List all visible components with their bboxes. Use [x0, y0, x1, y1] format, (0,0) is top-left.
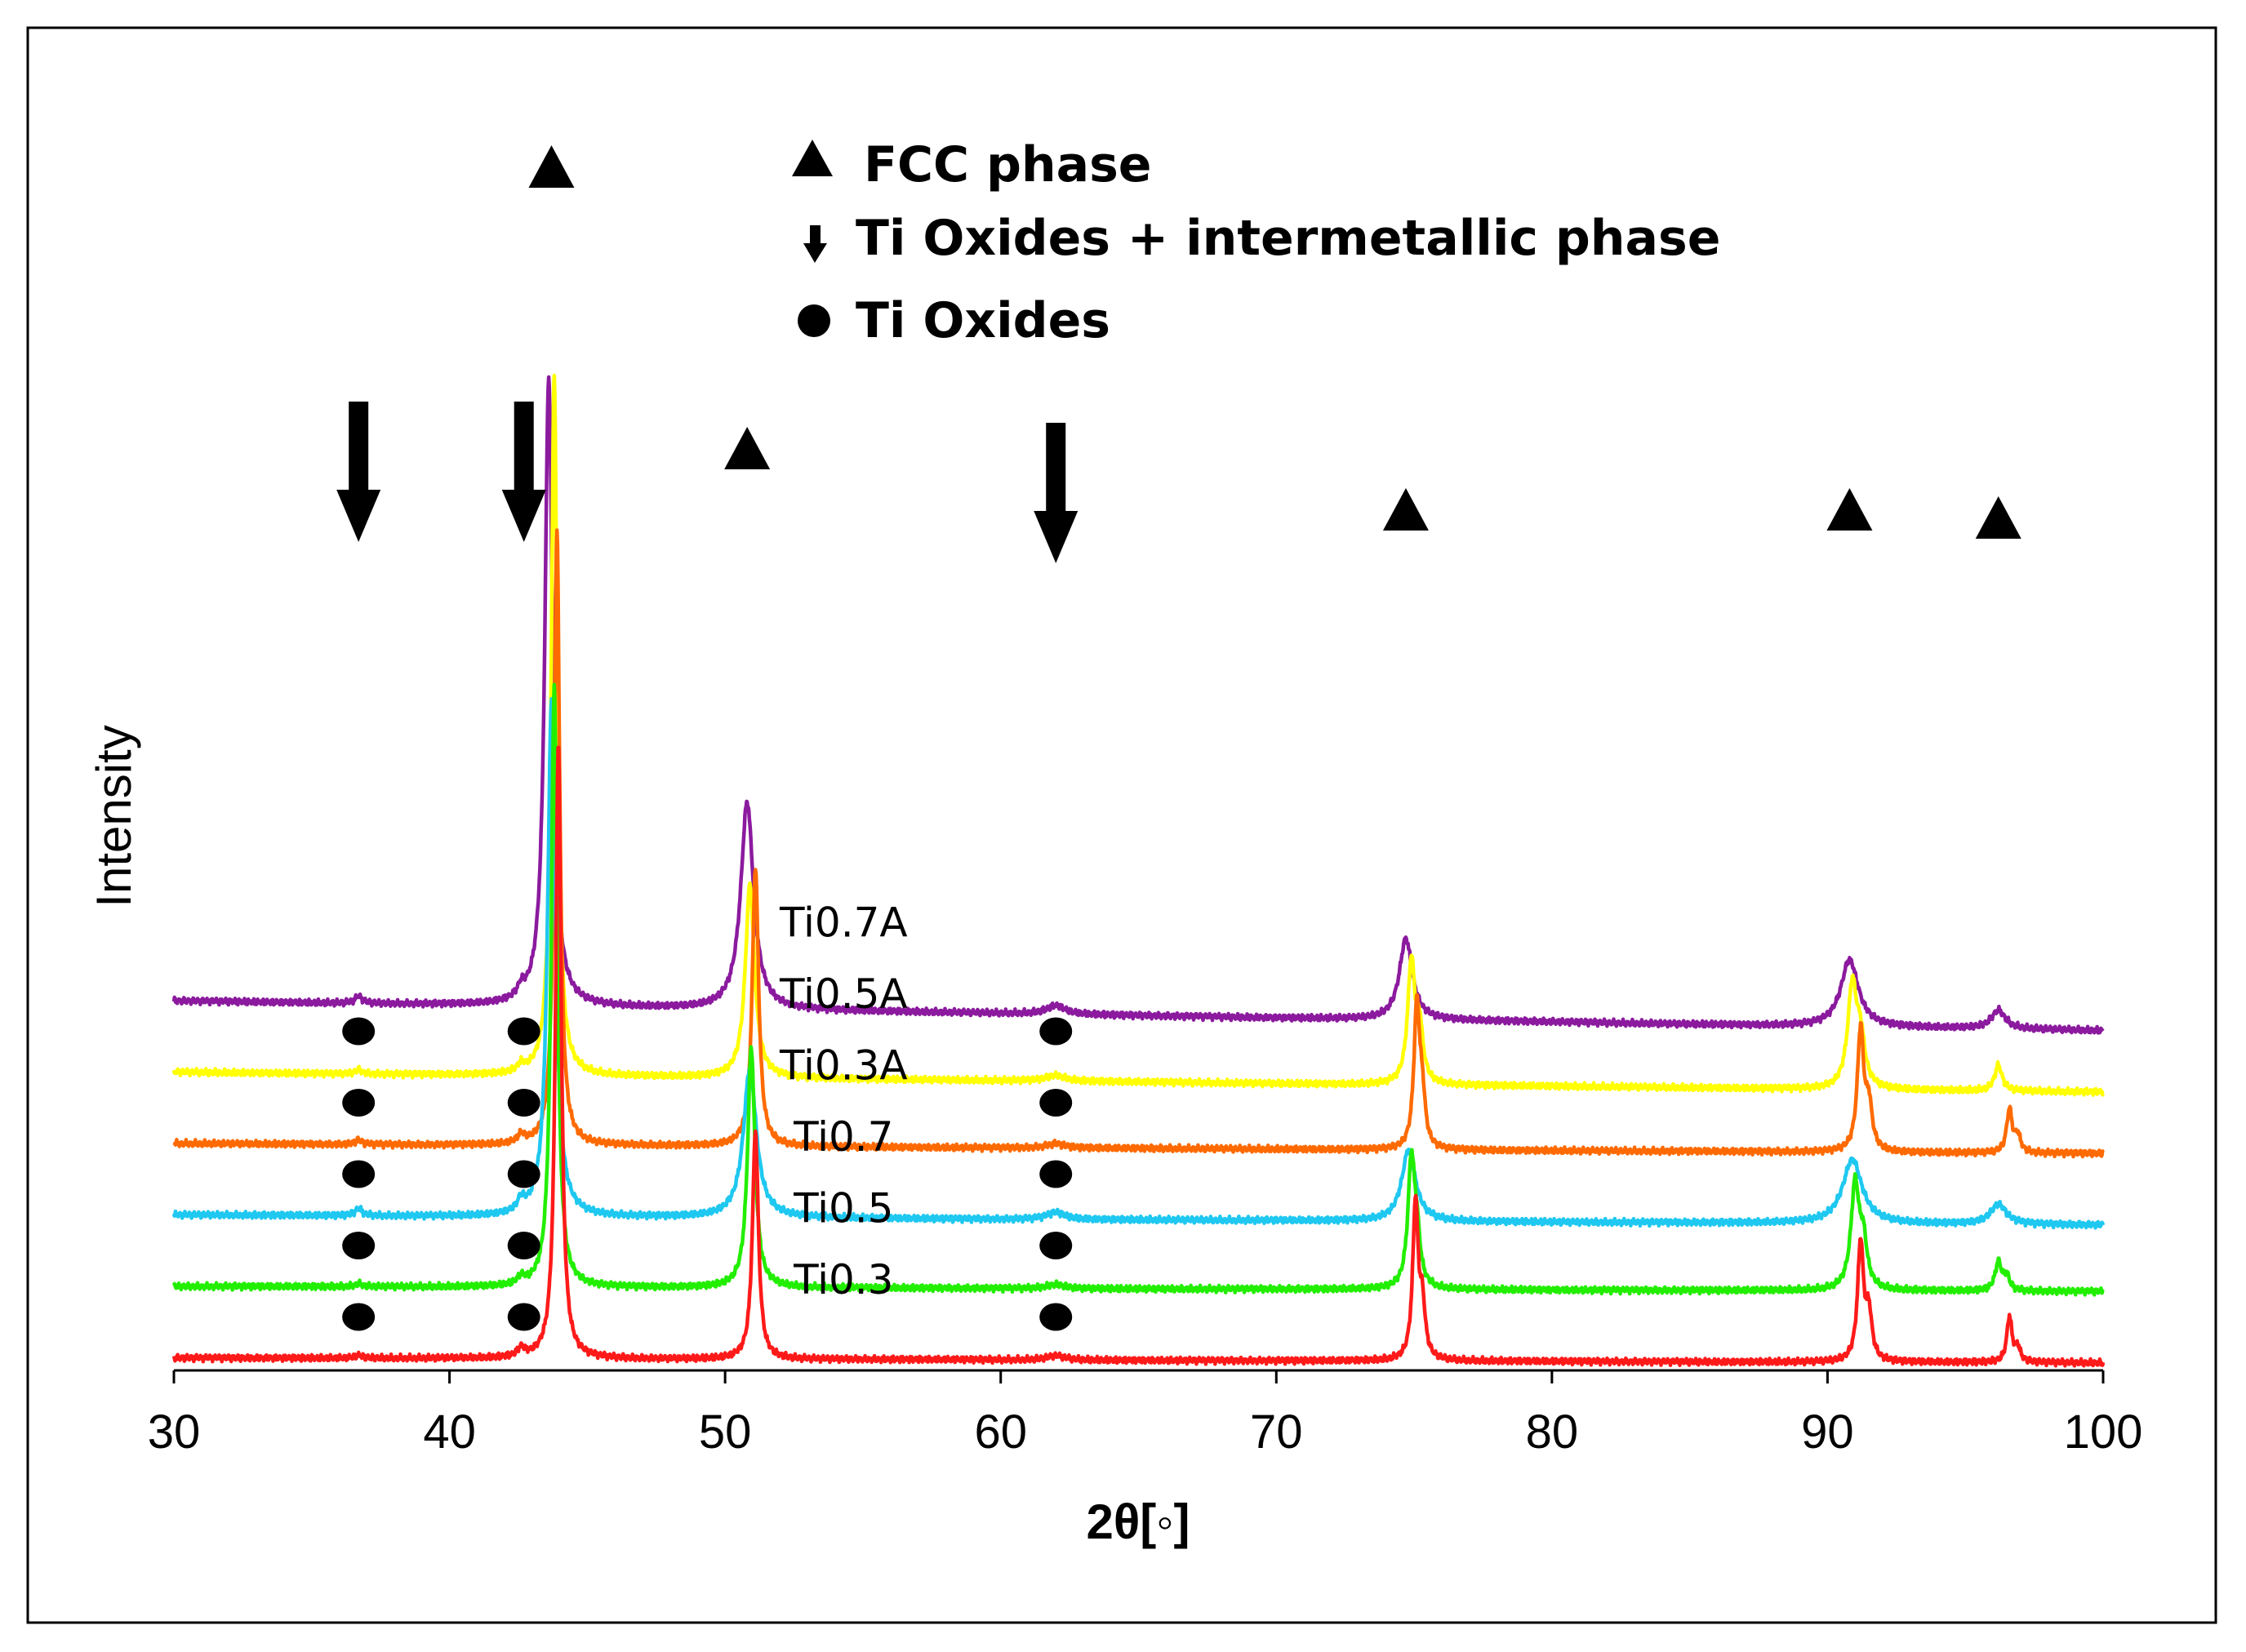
series-line — [171, 375, 2105, 1035]
phase-markers — [336, 145, 2021, 1331]
x-tick-label: 70 — [1250, 1406, 1303, 1459]
legend-triangle-icon — [792, 140, 833, 176]
oxide-circle-icon — [342, 1303, 376, 1331]
arrow-icon — [1046, 423, 1066, 513]
legend-item-fcc: FCC phase — [792, 136, 1152, 193]
legend: FCC phase Ti Oxides + intermetallic phas… — [792, 136, 1720, 349]
legend-item-circle: Ti Oxides — [798, 292, 1110, 349]
oxide-circle-icon — [1039, 1232, 1073, 1259]
series-label: Ti0.7 — [793, 1113, 893, 1161]
oxide-circle-icon — [1039, 1160, 1073, 1188]
arrow-icon — [349, 402, 369, 491]
x-tick-label: 50 — [699, 1406, 752, 1459]
arrow-head-icon — [336, 490, 381, 542]
chart-frame — [26, 26, 2217, 1624]
series-label: Ti0.5 — [793, 1184, 893, 1232]
oxide-circle-icon — [342, 1017, 376, 1046]
x-tick-label: 30 — [148, 1406, 201, 1459]
oxide-circle-icon — [1039, 1089, 1073, 1117]
oxide-circle-icon — [507, 1089, 540, 1117]
legend-circle-icon — [798, 304, 830, 337]
series-labels: Ti0.7A Ti0.5A Ti0.3A Ti0.7 Ti0.5 Ti0.3 — [779, 899, 908, 1303]
fcc-triangle-icon — [724, 427, 771, 469]
series-traces — [171, 373, 2106, 1368]
oxide-circle-icon — [507, 1017, 540, 1046]
x-tick-label: 80 — [1526, 1406, 1579, 1459]
series-line — [171, 745, 2106, 1368]
legend-item-arrow: Ti Oxides + intermetallic phase — [803, 210, 1720, 267]
y-axis-title: Intensity — [87, 725, 141, 907]
fcc-triangle-icon — [1382, 488, 1429, 531]
x-axis-title: 2θ[◦] — [1086, 1494, 1190, 1549]
series-line — [171, 373, 2106, 1097]
oxide-circle-icon — [1039, 1017, 1073, 1046]
x-tick-label: 60 — [974, 1406, 1027, 1459]
series-label: Ti0.5A — [779, 970, 908, 1018]
series-label: Ti0.7A — [779, 899, 908, 946]
arrow-icon — [514, 402, 534, 491]
series-line — [171, 697, 2106, 1230]
oxide-circle-icon — [342, 1160, 376, 1188]
arrow-head-icon — [501, 490, 546, 542]
legend-arrow-icon — [810, 225, 821, 245]
legend-label-circle: Ti Oxides — [856, 292, 1110, 349]
oxide-circle-icon — [342, 1089, 376, 1117]
oxide-circle-icon — [507, 1303, 540, 1331]
fcc-triangle-icon — [1826, 488, 1873, 531]
series-line — [171, 682, 2105, 1297]
x-tick-label: 100 — [2064, 1406, 2143, 1459]
fcc-triangle-icon — [528, 145, 575, 188]
series-line — [172, 528, 2105, 1159]
legend-label-arrow: Ti Oxides + intermetallic phase — [856, 210, 1720, 267]
x-tick-label: 40 — [423, 1406, 476, 1459]
legend-label-fcc: FCC phase — [864, 136, 1152, 193]
x-axis: 30 40 50 60 70 80 90 100 — [148, 1369, 2143, 1459]
oxide-circle-icon — [1039, 1303, 1073, 1331]
fcc-triangle-icon — [1975, 496, 2021, 539]
x-tick-label: 90 — [1801, 1406, 1854, 1459]
oxide-circle-icon — [507, 1160, 540, 1188]
series-label: Ti0.3A — [779, 1041, 908, 1089]
oxide-circle-icon — [507, 1232, 540, 1259]
oxide-circle-icon — [342, 1232, 376, 1259]
series-label: Ti0.3 — [793, 1256, 893, 1303]
arrow-head-icon — [1034, 511, 1079, 563]
legend-arrow-head-icon — [803, 243, 827, 263]
